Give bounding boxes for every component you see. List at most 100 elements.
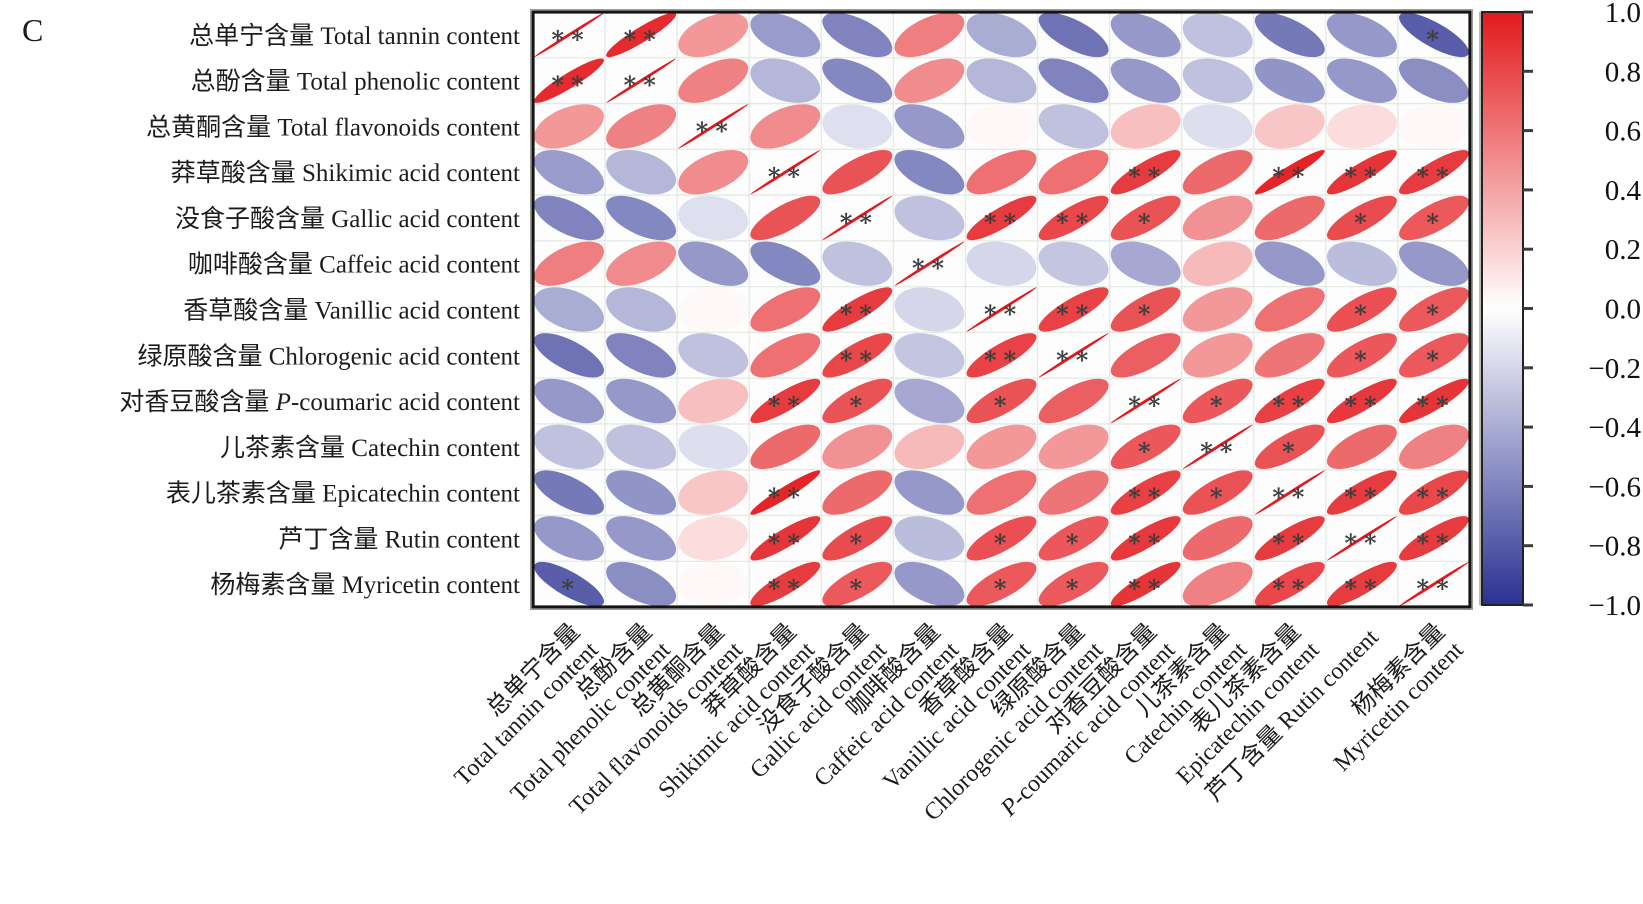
corr-ellipse	[1182, 287, 1253, 332]
corr-ellipse	[1038, 195, 1109, 241]
significance-stars: ∗∗	[1054, 206, 1093, 232]
corr-ellipse	[1182, 104, 1253, 149]
significance-stars: ∗∗	[766, 160, 805, 186]
significance-stars: ∗∗	[1270, 160, 1309, 186]
significance-stars: ∗∗	[1414, 572, 1453, 598]
significance-stars: ∗∗	[1054, 298, 1093, 324]
corr-ellipse	[750, 561, 821, 607]
corr-ellipse	[1038, 516, 1109, 561]
corr-ellipse	[534, 424, 604, 470]
column-label: 总单宁含量Total tannin content	[431, 618, 604, 791]
significance-stars: ∗	[1064, 526, 1084, 552]
column-label: 杨梅素含量Myricetin content	[1310, 618, 1469, 777]
colorbar-tick-label: 0.6	[1605, 116, 1641, 148]
corr-ellipse	[1182, 378, 1253, 424]
corr-ellipse	[1254, 241, 1325, 286]
corr-ellipse	[966, 470, 1037, 515]
corr-ellipse	[894, 150, 965, 195]
corr-ellipse	[534, 195, 604, 241]
corr-ellipse	[534, 104, 604, 149]
corr-ellipse	[1038, 333, 1109, 378]
corr-ellipse	[750, 58, 821, 103]
corr-ellipse	[606, 287, 677, 332]
corr-ellipse	[822, 241, 893, 286]
corr-ellipse	[678, 287, 749, 332]
corr-ellipse	[1326, 241, 1397, 286]
significance-stars: ∗	[1280, 435, 1300, 461]
corr-ellipse	[1110, 241, 1181, 286]
significance-stars: ∗	[1424, 298, 1444, 324]
corr-ellipse	[606, 470, 677, 515]
significance-stars: ∗∗	[1342, 160, 1381, 186]
significance-stars: ∗	[1208, 389, 1228, 415]
row-label: 对香豆酸含量 P-coumaric acid content	[119, 388, 520, 416]
corr-ellipse	[1038, 378, 1109, 424]
corr-ellipse	[1182, 470, 1253, 515]
row-label: 总单宁含量 Total tannin content	[189, 22, 520, 50]
colorbar-tick-label: −1.0	[1588, 590, 1641, 622]
significance-stars: ∗	[1136, 435, 1156, 461]
significance-stars: ∗	[1136, 298, 1156, 324]
corr-ellipse	[534, 241, 604, 286]
corr-ellipse	[1399, 470, 1469, 515]
significance-stars: ∗∗	[1126, 160, 1165, 186]
corr-ellipse	[534, 516, 604, 561]
corr-ellipse	[1110, 12, 1181, 58]
colorbar-tick-label: 0.8	[1605, 56, 1641, 88]
corr-ellipse	[1254, 424, 1325, 470]
corr-ellipse	[966, 516, 1037, 561]
corr-ellipse	[1254, 195, 1325, 241]
corr-ellipse	[1326, 561, 1397, 607]
corr-ellipse	[966, 195, 1037, 241]
corr-ellipse	[534, 12, 604, 58]
colorbar-tick-label: 0.0	[1605, 294, 1641, 326]
corr-ellipse	[678, 424, 749, 470]
corr-ellipse	[678, 241, 749, 286]
significance-stars: ∗	[1136, 206, 1156, 232]
corr-ellipse	[1326, 195, 1397, 241]
significance-stars: ∗	[992, 572, 1012, 598]
corr-ellipse	[1182, 561, 1253, 607]
significance-stars: ∗∗	[838, 298, 877, 324]
corr-ellipse	[1110, 150, 1181, 195]
corr-ellipse	[1038, 12, 1109, 58]
corr-ellipse	[1254, 378, 1325, 424]
row-label: 香草酸含量 Vanillic acid content	[183, 297, 520, 325]
significance-stars: ∗∗	[838, 343, 877, 369]
corr-ellipse	[1110, 516, 1181, 561]
corr-ellipse	[678, 561, 749, 607]
significance-stars: ∗∗	[1126, 389, 1165, 415]
corr-ellipse	[534, 287, 604, 332]
corr-ellipse	[894, 470, 965, 515]
corr-ellipse	[894, 424, 965, 470]
corr-ellipse	[1326, 287, 1397, 332]
significance-stars: ∗	[1208, 481, 1228, 507]
corr-ellipse	[606, 195, 677, 241]
corr-ellipse	[678, 58, 749, 103]
colorbar	[1481, 11, 1524, 606]
corr-ellipse	[894, 12, 965, 58]
corr-ellipse	[606, 561, 677, 607]
significance-stars: ∗	[848, 389, 868, 415]
corr-ellipse	[1182, 195, 1253, 241]
significance-stars: ∗∗	[1126, 572, 1165, 598]
significance-stars: ∗	[1424, 23, 1444, 49]
significance-stars: ∗∗	[549, 69, 588, 95]
corr-ellipse	[606, 58, 677, 103]
corr-ellipse	[822, 516, 893, 561]
significance-stars: ∗	[848, 572, 868, 598]
corr-ellipse	[822, 12, 893, 58]
corr-ellipse	[1110, 378, 1181, 424]
corr-ellipse	[894, 104, 965, 149]
corr-ellipse	[1326, 470, 1397, 515]
significance-stars: ∗	[1424, 343, 1444, 369]
corr-ellipse	[822, 333, 893, 378]
corr-ellipse	[1110, 287, 1181, 332]
corr-ellipse	[1110, 424, 1181, 469]
significance-stars: ∗∗	[1342, 572, 1381, 598]
corr-ellipse	[534, 149, 604, 195]
corr-ellipse	[1182, 12, 1253, 58]
significance-stars: ∗	[848, 526, 868, 552]
corr-ellipse	[534, 378, 604, 424]
